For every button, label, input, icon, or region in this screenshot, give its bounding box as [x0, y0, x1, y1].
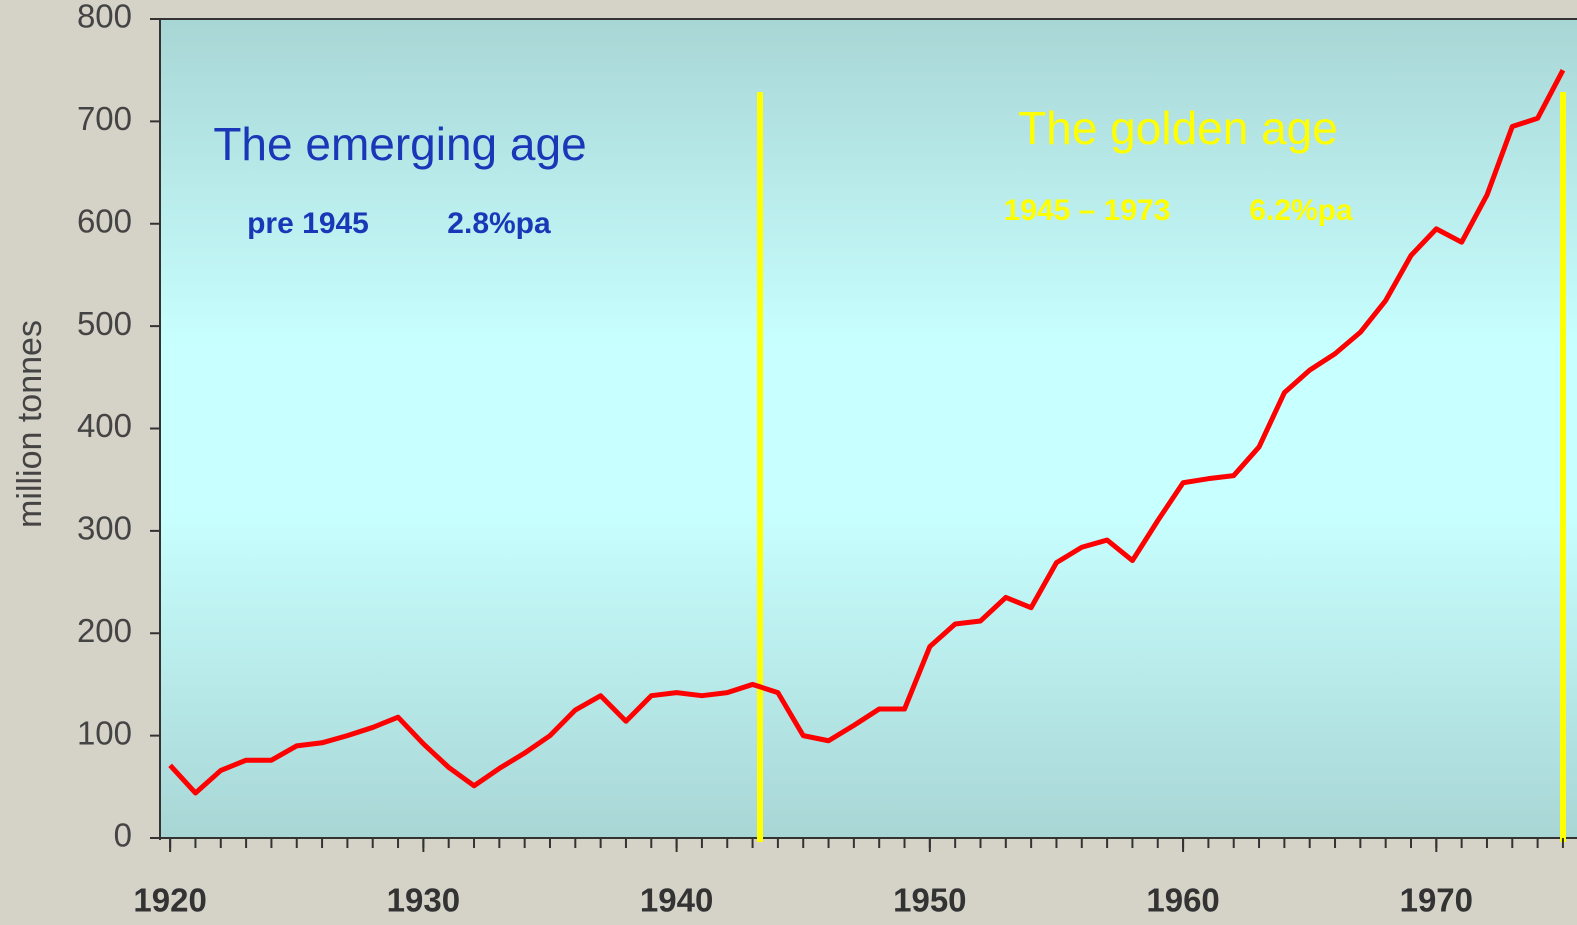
y-tick-label: 700	[77, 100, 132, 137]
y-tick-label: 400	[77, 407, 132, 444]
x-tick-label: 1920	[133, 882, 206, 919]
y-tick-label: 500	[77, 305, 132, 342]
annotation: 6.2%pa	[1249, 194, 1353, 227]
x-tick-label: 1930	[387, 882, 460, 919]
y-tick-label: 800	[77, 0, 132, 35]
y-tick-label: 0	[114, 817, 132, 854]
annotation: The emerging age	[213, 118, 586, 170]
data-line	[168, 69, 1566, 796]
annotation: 1945 – 1973	[1004, 194, 1171, 227]
annotation: pre 1945	[247, 207, 369, 240]
x-tick-label: 1970	[1400, 882, 1473, 919]
y-tick-label: 600	[77, 202, 132, 239]
y-axis-label: million tonnes	[11, 320, 49, 528]
x-tick-label: 1950	[893, 882, 966, 919]
y-tick-label: 200	[77, 612, 132, 649]
x-tick-label: 1940	[640, 882, 713, 919]
annotation: 2.8%pa	[447, 207, 551, 240]
plot-area	[160, 19, 1577, 838]
x-tick-label: 1960	[1146, 882, 1219, 919]
annotation: The golden age	[1018, 102, 1338, 154]
y-tick-label: 100	[77, 714, 132, 751]
y-tick-label: 300	[77, 510, 132, 547]
